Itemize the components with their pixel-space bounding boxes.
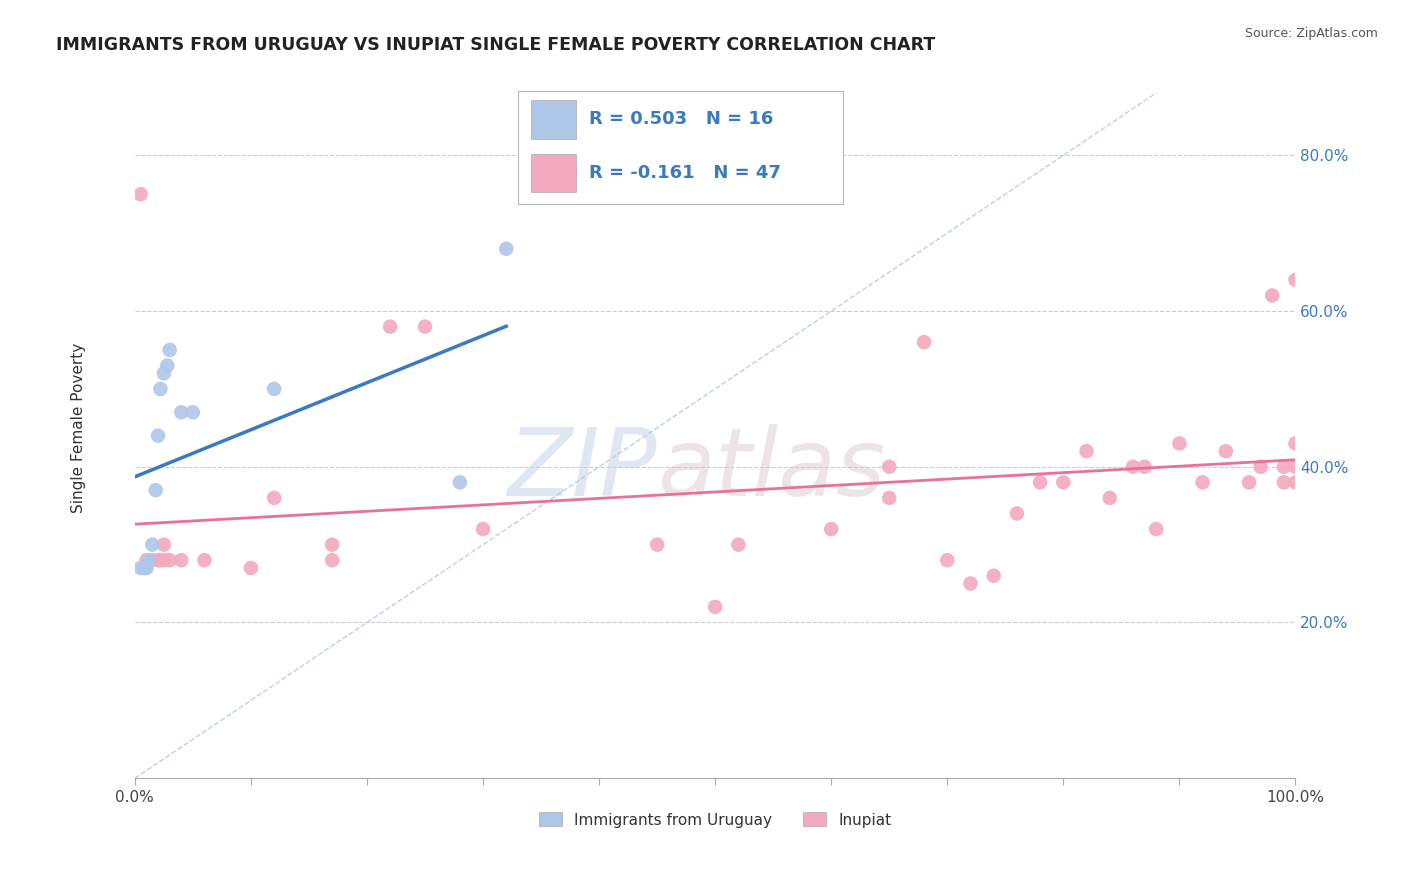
Point (153, 538, 176, 552)
Point (146, 553, 169, 567)
Point (1284, 273, 1306, 287)
Point (959, 576, 981, 591)
Point (727, 538, 749, 552)
Point (1133, 459, 1156, 474)
Point (149, 553, 172, 567)
Point (1029, 475, 1052, 490)
Point (321, 538, 343, 552)
Point (413, 319, 436, 334)
Point (153, 367, 176, 381)
Point (138, 553, 160, 567)
Y-axis label: Single Female Poverty: Single Female Poverty (72, 343, 86, 513)
Point (1215, 444, 1237, 458)
Text: IMMIGRANTS FROM URUGUAY VS INUPIAT SINGLE FEMALE POVERTY CORRELATION CHART: IMMIGRANTS FROM URUGUAY VS INUPIAT SINGL… (56, 36, 935, 54)
Point (129, 187, 152, 202)
Point (159, 553, 181, 567)
Point (983, 568, 1005, 582)
Point (159, 343, 181, 357)
Point (1098, 491, 1121, 505)
Point (1272, 459, 1295, 474)
Point (1237, 475, 1260, 490)
Text: ZIP: ZIP (508, 425, 657, 516)
Point (1272, 475, 1295, 490)
Point (1191, 475, 1213, 490)
Point (704, 599, 727, 614)
Point (145, 483, 167, 497)
Point (149, 382, 172, 396)
Legend: Immigrants from Uruguay, Inupiat: Immigrants from Uruguay, Inupiat (533, 806, 897, 834)
Point (239, 561, 262, 575)
Point (141, 538, 163, 552)
Point (820, 522, 842, 536)
Point (170, 553, 193, 567)
Point (193, 553, 215, 567)
Point (135, 561, 157, 575)
Point (1284, 459, 1306, 474)
Point (146, 428, 169, 442)
Point (134, 561, 156, 575)
Point (1144, 522, 1167, 536)
Point (1005, 507, 1028, 521)
Point (449, 475, 471, 490)
Point (153, 553, 176, 567)
Point (1284, 436, 1306, 450)
Point (129, 561, 152, 575)
Point (645, 538, 668, 552)
Point (135, 553, 157, 567)
Point (263, 382, 285, 396)
Point (380, 319, 402, 334)
Point (1261, 288, 1284, 302)
Point (263, 491, 285, 505)
Point (181, 405, 204, 419)
Point (141, 553, 163, 567)
Point (1076, 444, 1098, 458)
Point (877, 491, 900, 505)
Text: atlas: atlas (657, 425, 886, 516)
Point (495, 242, 517, 256)
Point (936, 553, 959, 567)
Point (472, 522, 495, 536)
Point (170, 405, 193, 419)
Point (912, 335, 935, 350)
Point (1122, 459, 1144, 474)
Point (321, 553, 343, 567)
Text: Source: ZipAtlas.com: Source: ZipAtlas.com (1244, 27, 1378, 40)
Point (1284, 475, 1306, 490)
Point (877, 459, 900, 474)
Point (1052, 475, 1074, 490)
Point (1168, 436, 1191, 450)
Point (1250, 459, 1272, 474)
Point (156, 359, 179, 373)
